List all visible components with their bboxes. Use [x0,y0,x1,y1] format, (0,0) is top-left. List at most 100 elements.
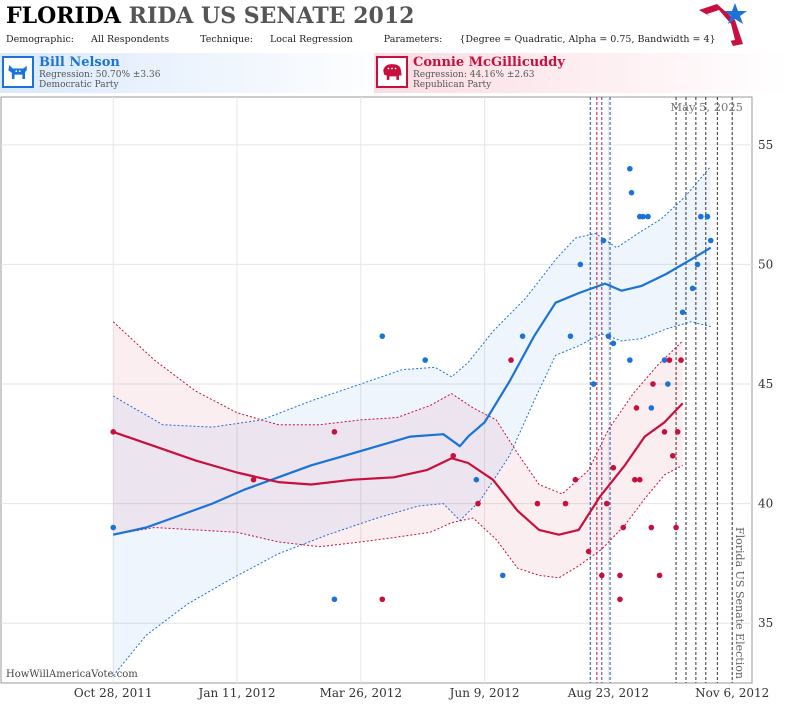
poll-point [250,476,257,483]
poll-point [617,596,623,603]
parameters-value: {Degree = Quadratic, Alpha = 0.75, Bandw… [459,34,716,45]
x-tick-label: Nov 6, 2012 [695,686,769,700]
chart-header: FLORIDA RIDA US SENATE 2012 Demographic:… [0,0,789,52]
poll-point [698,213,704,220]
poll-point [617,572,623,579]
poll-point [704,213,711,220]
poll-point [661,429,668,435]
x-tick-label: Jan 11, 2012 [197,686,276,700]
lower-bound-line-1 [113,464,683,579]
republican-regression: Regression: 44.16% ±2.63 [413,70,535,80]
x-tick-label: Aug 23, 2012 [567,686,649,700]
republican-candidate-panel: Connie McGillicuddy Regression: 44.16% ±… [374,53,789,93]
poll-point [379,333,386,339]
site-logo-icon [699,3,747,46]
poll-point [648,524,655,531]
republican-party: Republican Party [413,80,492,90]
poll-point [679,309,686,316]
poll-point [603,500,610,507]
demographic-label: Demographic: [6,34,75,45]
upper-bound-line-0 [112,166,712,428]
poll-point [632,476,638,483]
poll-point [650,381,656,387]
current-date-label: May 5, 2025 [670,100,743,114]
poll-point [331,429,338,435]
poll-point [694,261,701,268]
poll-point [673,524,679,531]
poll-point [640,213,646,220]
poll-point [499,572,506,579]
poll-point [661,357,668,363]
poll-point [590,381,597,387]
poll-point [422,357,428,363]
regression-line-1 [112,402,684,536]
parameters-line: Demographic: All Respondents Technique: … [6,34,744,45]
lower-bound-line-0 [112,321,711,677]
poll-point [585,548,592,555]
election-day-label: Florida US Senate Election [733,527,746,679]
poll-point [331,596,338,603]
poll-point [678,357,684,363]
page-title: FLORIDA RIDA US SENATE 2012 [6,3,414,29]
poll-point [110,429,117,435]
poll-point [508,357,514,363]
poll-point [627,357,633,363]
upper-bound-line-1 [112,321,684,495]
poll-point [669,452,676,459]
poll-point [600,237,607,244]
poll-point [689,285,696,292]
poll-point [627,165,633,172]
poll-point [620,524,627,531]
poll-point [674,429,681,435]
poll-point [666,357,673,363]
poll-point [379,596,386,603]
confidence-band-1 [113,321,683,578]
donkey-icon [2,56,34,88]
poll-point [610,340,617,347]
democrat-party: Democratic Party [39,80,119,90]
poll-point [110,524,117,531]
poll-point [473,476,480,483]
poll-point [599,572,605,579]
poll-point [572,476,579,483]
y-tick-label: 45 [758,377,773,391]
title-state: FLORIDA [6,3,121,29]
poll-point [519,333,526,339]
poll-point [475,500,481,507]
plot-area [0,96,753,684]
technique-label: Technique: [200,34,253,45]
poll-point [645,213,651,220]
poll-point [636,476,643,483]
y-tick-label: 35 [758,616,773,630]
x-tick-label: Mar 26, 2012 [320,686,402,700]
y-tick-label: 40 [758,497,773,511]
poll-point [577,261,584,268]
elephant-icon [376,56,408,88]
demographic-value: All Respondents [91,34,170,45]
y-tick-label: 55 [758,138,773,152]
site-watermark: HowWillAmericaVote.com [6,669,138,680]
republican-name: Connie McGillicuddy [413,55,565,70]
poll-point [610,464,617,471]
y-tick-label: 50 [758,257,773,271]
poll-point [605,333,612,339]
poll-point [648,405,655,411]
x-tick-label: Jun 9, 2012 [448,686,520,700]
poll-point [534,500,541,507]
title-race: RIDA US SENATE 2012 [128,3,415,29]
poll-point [656,572,663,579]
democrat-regression: Regression: 50.70% ±3.36 [39,70,161,80]
regression-line-0 [112,246,712,536]
poll-point [450,452,457,459]
poll-point [665,381,671,387]
poll-point [567,333,574,339]
poll-point [628,189,635,196]
democrat-candidate-panel: Bill Nelson Regression: 50.70% ±3.36 Dem… [0,53,394,93]
poll-point [633,405,640,411]
parameters-label: Parameters: [383,34,443,45]
poll-point [707,237,714,244]
democrat-name: Bill Nelson [39,55,120,70]
technique-value: Local Regression [270,34,353,45]
poll-point [562,500,569,507]
